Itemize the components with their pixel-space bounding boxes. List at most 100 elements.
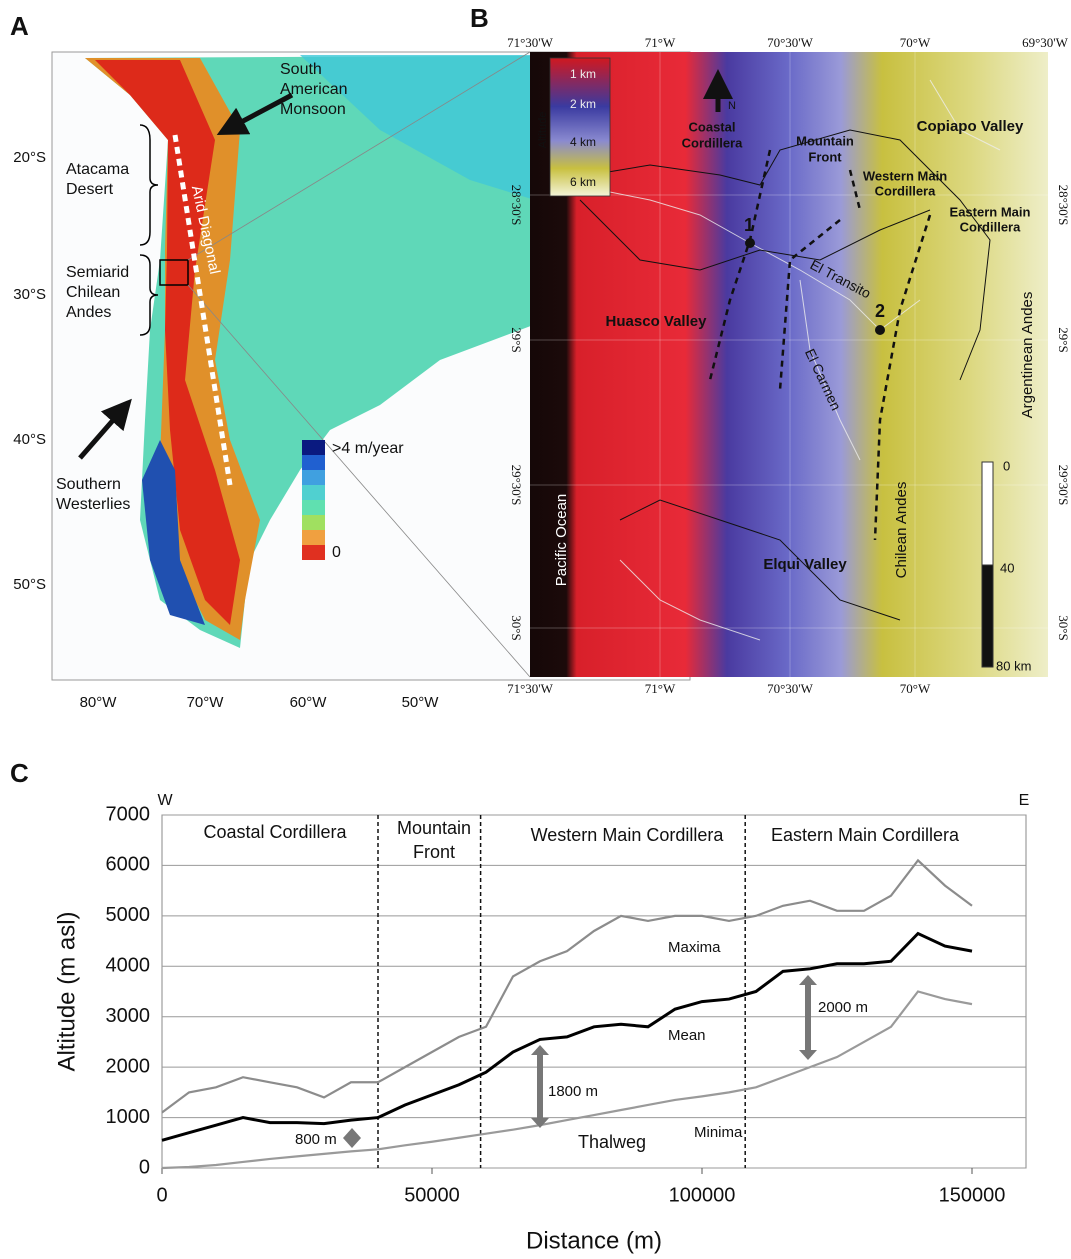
place-label: Coastal	[689, 119, 736, 134]
place-label: Front	[808, 149, 842, 164]
y-tick-label: 2000	[106, 1055, 151, 1077]
arrow-head	[343, 1128, 361, 1148]
y-axis-label: Altitude (m asl)	[53, 911, 80, 1071]
legend-label: >4 m/year	[332, 440, 404, 457]
place-label: Elqui Valley	[763, 556, 847, 573]
legend-label: 6 km	[570, 175, 596, 189]
x-tick-label: 150000	[939, 1184, 1006, 1206]
y-tick-label: 1000	[106, 1106, 151, 1128]
scale-label: 80 km	[996, 658, 1031, 673]
x-tick-label: 0	[156, 1184, 167, 1206]
annotation: South	[280, 61, 322, 78]
lat-label: 30°S	[1056, 615, 1071, 640]
legend-label: 1 km	[570, 67, 596, 81]
direction-label: E	[1019, 792, 1030, 809]
y-tick-label: 5000	[106, 904, 151, 926]
x-tick-label: 50000	[404, 1184, 460, 1206]
annotation: 1800 m	[548, 1083, 598, 1100]
series-label: Maxima	[668, 939, 721, 956]
direction-label: W	[157, 792, 173, 809]
annotation: American	[280, 81, 348, 98]
panel-label: B	[470, 3, 489, 33]
series-line	[161, 990, 973, 1170]
zone-label: Western Main Cordillera	[531, 825, 725, 845]
point-label: 1	[744, 215, 754, 235]
legend-label: 4 km	[570, 135, 596, 149]
lon-label: 71°30'W	[507, 681, 554, 696]
lat-label: 40°S	[13, 431, 46, 448]
arrow-head	[799, 975, 817, 1060]
y-tick-label: 6000	[106, 854, 151, 876]
lon-label: 69°30'W	[1022, 35, 1069, 50]
legend-label: 2 km	[570, 97, 596, 111]
place-label: Copiapo Valley	[917, 118, 1024, 135]
zone-label: Mountain	[397, 818, 471, 838]
point-label: 2	[875, 301, 885, 321]
x-axis-label: Distance (m)	[526, 1227, 662, 1254]
zone-label: Eastern Main Cordillera	[771, 825, 960, 845]
zone-label: Front	[413, 842, 455, 862]
lon-label: 60°W	[290, 694, 328, 711]
scale-label: 0	[1003, 458, 1010, 473]
y-tick-label: 7000	[106, 803, 151, 825]
y-tick-label: 4000	[106, 955, 151, 977]
lon-label: 70°30'W	[767, 35, 814, 50]
place-label: Chilean Andes	[893, 482, 910, 579]
north-label: N	[728, 100, 736, 112]
place-label: Cordillera	[875, 183, 936, 198]
panel-label: A	[10, 11, 29, 41]
zone-label: Coastal Cordillera	[203, 822, 347, 842]
lon-label: 71°W	[645, 681, 676, 696]
lat-label: 29°30'S	[509, 465, 524, 506]
lon-label: 71°30'W	[507, 35, 554, 50]
arrow-head	[531, 1045, 549, 1128]
annotation: Andes	[66, 304, 111, 321]
lon-label: 80°W	[80, 694, 118, 711]
annotation: Thalweg	[578, 1132, 646, 1152]
annotation: Southern	[56, 476, 121, 493]
place-label: Huasco Valley	[606, 313, 708, 330]
lat-label: 28°30'S	[509, 185, 524, 226]
place-label: Western Main	[863, 168, 947, 183]
y-tick-label: 3000	[106, 1005, 151, 1027]
lat-label: 29°S	[1056, 327, 1071, 352]
lat-label: 30°S	[509, 615, 524, 640]
place-label: Mountain	[796, 133, 854, 148]
lon-label: 70°W	[900, 35, 931, 50]
lat-label: 30°S	[13, 286, 46, 303]
lat-label: 29°30'S	[1056, 465, 1071, 506]
lat-label: 29°S	[509, 327, 524, 352]
scale-label: 40	[1000, 560, 1014, 575]
x-tick-label: 100000	[669, 1184, 736, 1206]
panel-label: C	[10, 758, 29, 788]
place-label: Cordillera	[682, 135, 743, 150]
annotation: Desert	[66, 181, 114, 198]
annotation: Westerlies	[56, 496, 130, 513]
lon-label: 70°30'W	[767, 681, 814, 696]
y-tick-label: 0	[139, 1156, 150, 1178]
place-label: Pacific Ocean	[553, 494, 570, 587]
annotation: 2000 m	[818, 999, 868, 1016]
lon-label: 70°W	[187, 694, 225, 711]
series-line	[161, 858, 973, 1114]
annotation: Chilean	[66, 284, 120, 301]
place-label: Eastern Main	[950, 204, 1031, 219]
map-b	[530, 52, 1048, 677]
lat-label: 50°S	[13, 576, 46, 593]
lat-label: 28°30'S	[1056, 185, 1071, 226]
place-label: Cordillera	[960, 219, 1021, 234]
legend-label: 0	[332, 544, 341, 561]
legend-title: Altitude	[537, 112, 549, 149]
lon-label: 50°W	[402, 694, 440, 711]
lon-label: 71°W	[645, 35, 676, 50]
series-label: Minima	[694, 1124, 743, 1141]
annotation: Monsoon	[280, 101, 346, 118]
annotation: 800 m	[295, 1131, 337, 1148]
lon-label: 70°W	[900, 681, 931, 696]
place-label: Argentinean Andes	[1019, 292, 1036, 419]
series-label: Mean	[668, 1027, 706, 1044]
annotation: Atacama	[66, 161, 129, 178]
annotation: Semiarid	[66, 264, 129, 281]
lat-label: 20°S	[13, 149, 46, 166]
